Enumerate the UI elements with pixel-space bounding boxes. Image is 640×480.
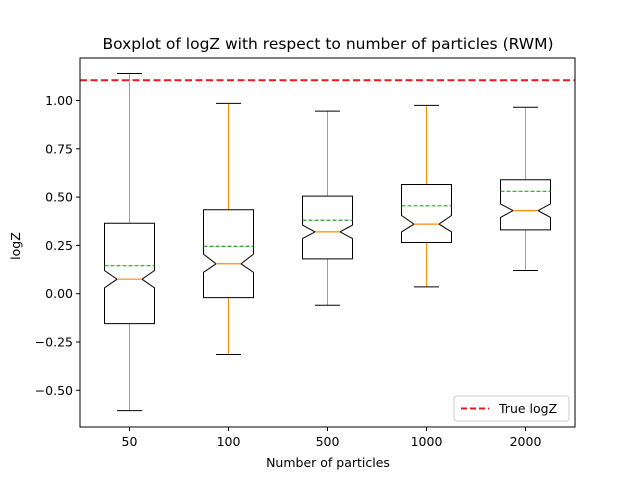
y-tick-label: 1.00 bbox=[45, 93, 73, 108]
box bbox=[203, 209, 254, 299]
x-tick-label: 50 bbox=[122, 434, 138, 449]
legend: True logZ bbox=[453, 395, 570, 422]
x-tick-label: 500 bbox=[316, 434, 340, 449]
axes-frame bbox=[79, 57, 576, 428]
legend-label-true-logz: True logZ bbox=[498, 401, 557, 416]
legend-box bbox=[453, 395, 570, 422]
x-tick-label: 2000 bbox=[510, 434, 542, 449]
x-axis-label: Number of particles bbox=[266, 455, 390, 470]
y-tick-label: −0.50 bbox=[35, 383, 73, 398]
x-tick-label: 100 bbox=[217, 434, 241, 449]
y-tick-label: 0.50 bbox=[45, 190, 73, 205]
y-axis-label: logZ bbox=[8, 232, 23, 260]
box bbox=[104, 222, 155, 325]
y-tick-label: −0.25 bbox=[35, 334, 73, 349]
x-tick-label: 1000 bbox=[411, 434, 443, 449]
chart-title: Boxplot of logZ with respect to number o… bbox=[102, 35, 553, 53]
box bbox=[302, 195, 353, 260]
box bbox=[500, 179, 551, 231]
box bbox=[401, 184, 452, 243]
y-tick-label: 0.75 bbox=[45, 141, 73, 156]
y-tick-label: 0.25 bbox=[45, 238, 73, 253]
plot-area: −0.50 −0.25 0.00 0.25 0.50 0.75 1.00 50 100 500 10… bbox=[35, 72, 575, 449]
y-tick-label: 0.00 bbox=[45, 286, 73, 301]
